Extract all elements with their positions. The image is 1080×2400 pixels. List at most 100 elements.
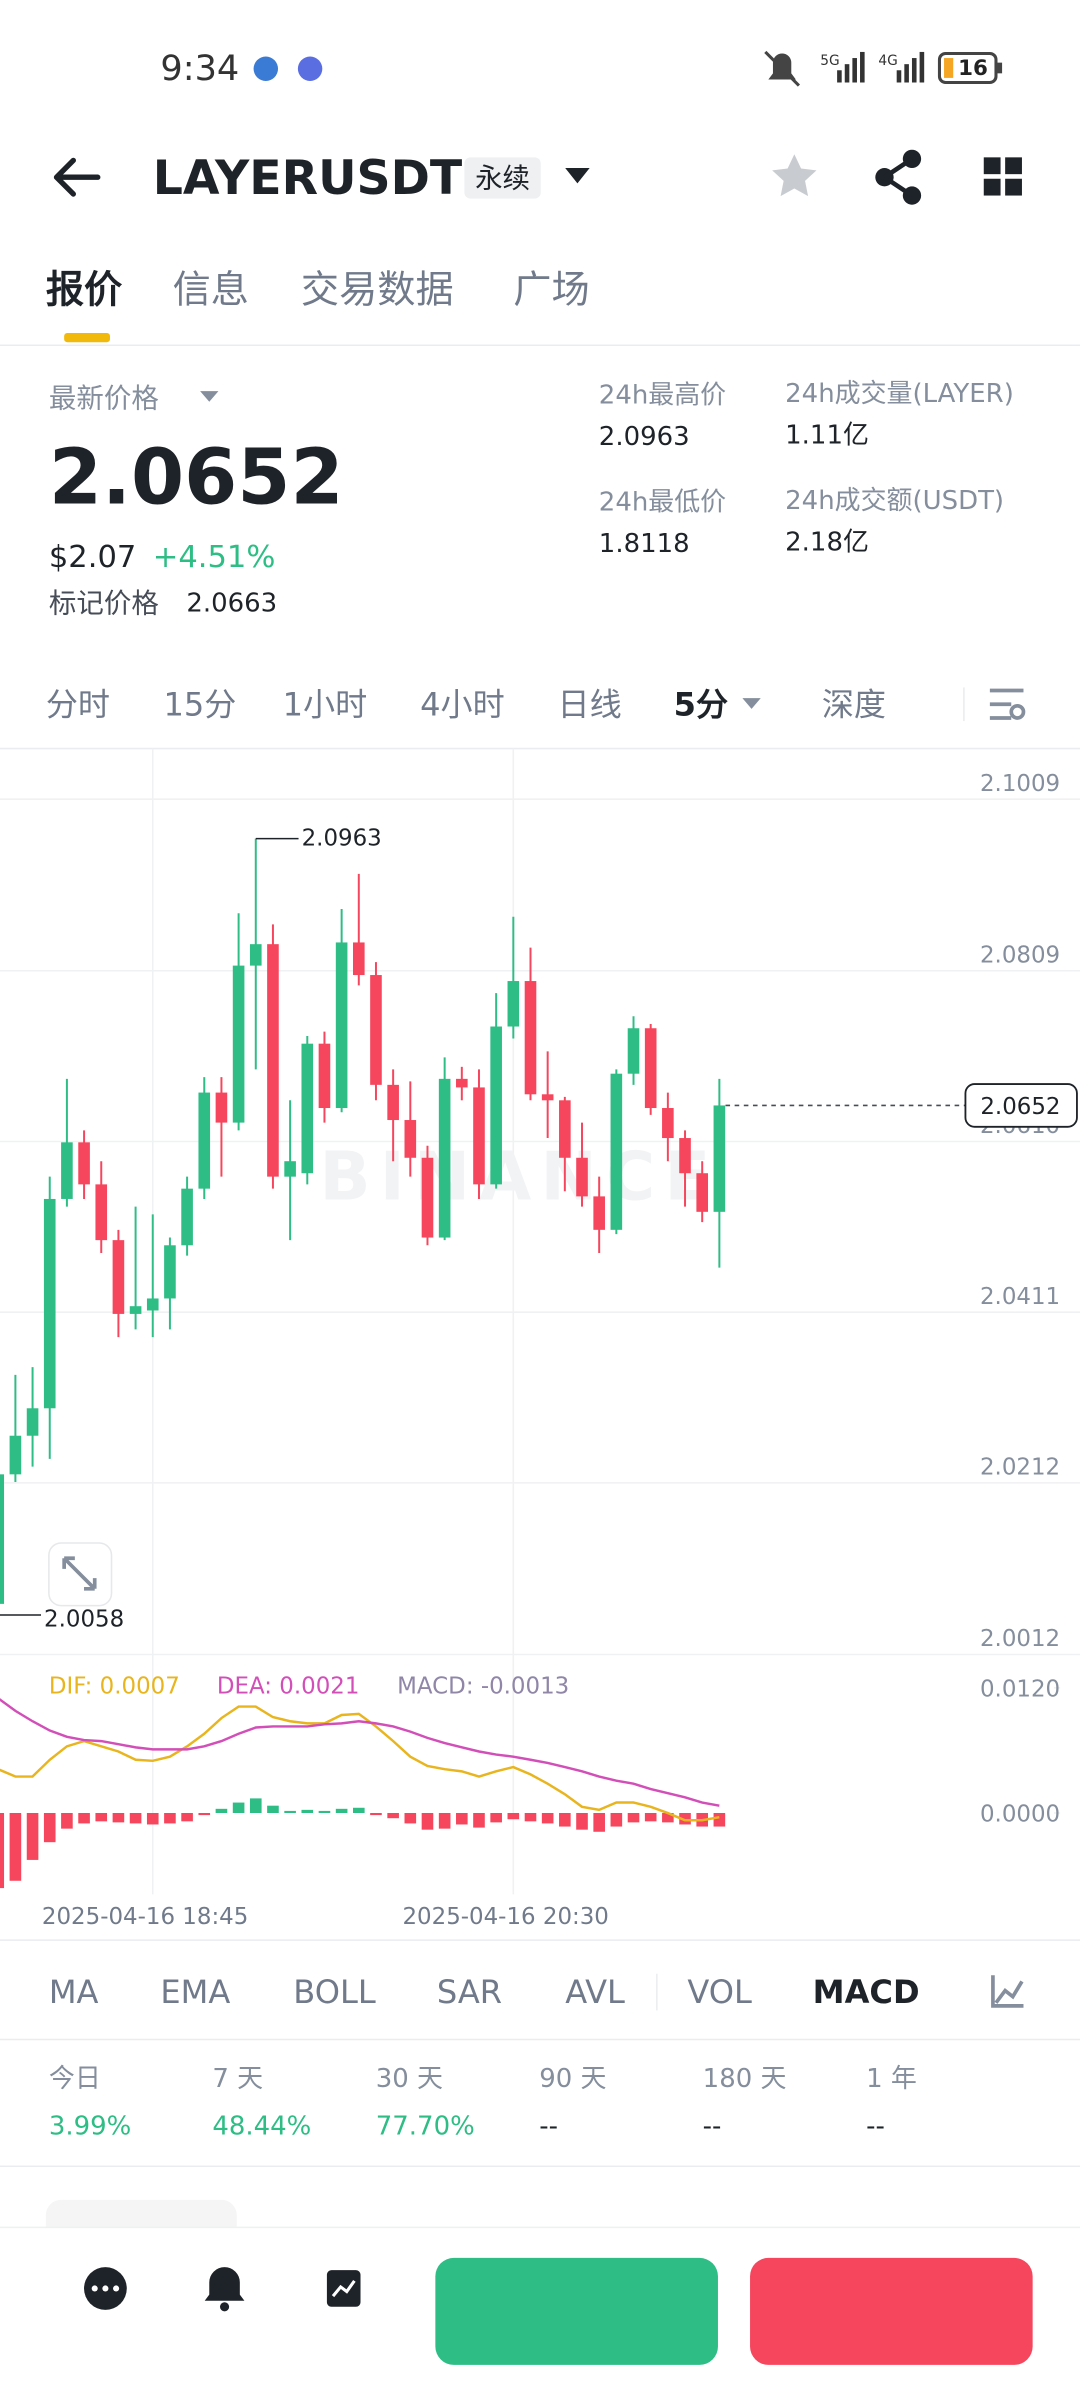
- favorite-button[interactable]: [772, 154, 817, 197]
- macd-histogram-bar: [0, 1812, 5, 1889]
- last-price-label: 最新价格: [49, 383, 159, 415]
- macd-histogram-bar: [232, 1802, 245, 1813]
- macd-histogram-bar: [198, 1812, 211, 1816]
- candle-body: [438, 1078, 451, 1238]
- tab[interactable]: 广场: [513, 268, 589, 312]
- macd-histogram-bar: [129, 1812, 142, 1824]
- candle-body: [301, 1043, 314, 1174]
- interval[interactable]: 分时: [46, 685, 110, 723]
- contract-badge: [464, 157, 541, 199]
- chart-settings-button[interactable]: [989, 688, 1026, 720]
- macd-histogram-bar: [352, 1807, 365, 1813]
- macd-histogram-bar: [112, 1812, 125, 1823]
- last-price: 2.0652: [49, 434, 344, 523]
- price-dropdown[interactable]: [200, 391, 219, 402]
- candle-body: [696, 1173, 709, 1212]
- macd-histogram-bar: [627, 1812, 640, 1823]
- y-tick-label: 2.0212: [980, 1455, 1060, 1481]
- macd-histogram-bar: [43, 1812, 56, 1843]
- layout-button[interactable]: [983, 157, 1022, 196]
- macd-line: [0, 1698, 720, 1807]
- back-button[interactable]: [53, 157, 101, 197]
- tab[interactable]: 交易数据: [301, 268, 454, 312]
- candle-body: [387, 1084, 399, 1121]
- share-button[interactable]: [875, 149, 922, 205]
- macd-histogram-bar: [215, 1808, 228, 1813]
- macd-histogram-bar: [679, 1812, 691, 1825]
- interval-dropdown[interactable]: [742, 698, 761, 709]
- macd-histogram-bar: [576, 1812, 588, 1830]
- indicator[interactable]: EMA: [160, 1973, 230, 2011]
- candle-body: [146, 1298, 159, 1311]
- macd-y-tick-label: 0.0120: [980, 1676, 1060, 1702]
- expand-button[interactable]: [48, 1542, 113, 1607]
- indicator[interactable]: BOLL: [293, 1973, 376, 2011]
- last-price-tag: [964, 1083, 1078, 1128]
- performance-value: --: [703, 2112, 722, 2142]
- performance-value: 48.44%: [212, 2112, 311, 2142]
- candle-body: [662, 1108, 674, 1139]
- stat-label: 24h最高价: [599, 381, 726, 411]
- stat-label: 24h成交额(USDT): [785, 486, 1004, 516]
- interval[interactable]: 15分: [163, 685, 236, 723]
- candle-body: [507, 981, 520, 1027]
- macd-histogram-bar: [26, 1812, 39, 1860]
- candle-body: [215, 1092, 228, 1123]
- tab[interactable]: 报价: [46, 268, 123, 312]
- indicator[interactable]: MACD: [813, 1973, 920, 2011]
- stat-label: 24h最低价: [599, 488, 726, 518]
- indicator[interactable]: AVL: [565, 1973, 625, 2011]
- macd-y-tick-label: 0.0000: [980, 1802, 1060, 1828]
- performance-label: 7 天: [212, 2064, 263, 2094]
- interval[interactable]: 深度: [822, 685, 886, 723]
- performance-label: 1 年: [866, 2064, 917, 2094]
- status-icon: [253, 56, 279, 81]
- symbol[interactable]: LAYERUSDT: [153, 151, 463, 206]
- indicator-settings[interactable]: [991, 1975, 1024, 2008]
- macd-histogram-bar: [9, 1812, 22, 1881]
- status-time: 9:34: [160, 48, 239, 89]
- grid-icon: [326, 2270, 361, 2307]
- open-position-button[interactable]: [435, 2257, 718, 2365]
- low-marker-label: 2.0058: [44, 1607, 124, 1633]
- interval[interactable]: 5分: [674, 685, 728, 723]
- tab[interactable]: 信息: [173, 268, 249, 312]
- indicator[interactable]: VOL: [687, 1973, 752, 2011]
- candle-body: [284, 1161, 296, 1177]
- indicator[interactable]: SAR: [437, 1973, 502, 2011]
- last-price-tag-label: 2.0652: [980, 1094, 1060, 1120]
- macd-legend: DIF: 0.0007: [49, 1674, 180, 1700]
- performance-label: 30 天: [376, 2064, 443, 2094]
- macd-histogram-bar: [267, 1805, 279, 1813]
- candle-body: [593, 1196, 605, 1230]
- indicator[interactable]: MA: [49, 1973, 99, 2011]
- y-tick-label: 2.0809: [980, 942, 1060, 968]
- close-position-button[interactable]: [750, 2257, 1033, 2365]
- macd-histogram-bar: [559, 1812, 571, 1827]
- candle-body: [95, 1184, 108, 1241]
- macd-histogram-bar: [95, 1812, 108, 1822]
- macd-histogram-bar: [404, 1812, 417, 1824]
- candle-body: [490, 1026, 502, 1185]
- symbol-dropdown[interactable]: [565, 168, 590, 184]
- macd-histogram-bar: [335, 1808, 348, 1813]
- macd-histogram-bar: [541, 1812, 554, 1824]
- candle-body: [78, 1142, 90, 1185]
- candle-body: [456, 1078, 468, 1088]
- x-tick-label: 2025-04-16 18:45: [42, 1904, 248, 1930]
- performance-value: --: [539, 2112, 558, 2142]
- candle-body: [181, 1188, 193, 1246]
- status-icon: [297, 56, 323, 81]
- interval[interactable]: 1小时: [283, 685, 368, 723]
- macd-line: [0, 1705, 720, 1822]
- interval[interactable]: 4小时: [420, 685, 505, 723]
- candle-body: [644, 1028, 657, 1109]
- interval[interactable]: 日线: [558, 685, 622, 723]
- candle-body: [370, 975, 382, 1085]
- macd-histogram-bar: [438, 1812, 451, 1829]
- macd-histogram-bar: [370, 1812, 382, 1816]
- performance-value: 3.99%: [49, 2112, 131, 2142]
- candle-body: [404, 1120, 417, 1158]
